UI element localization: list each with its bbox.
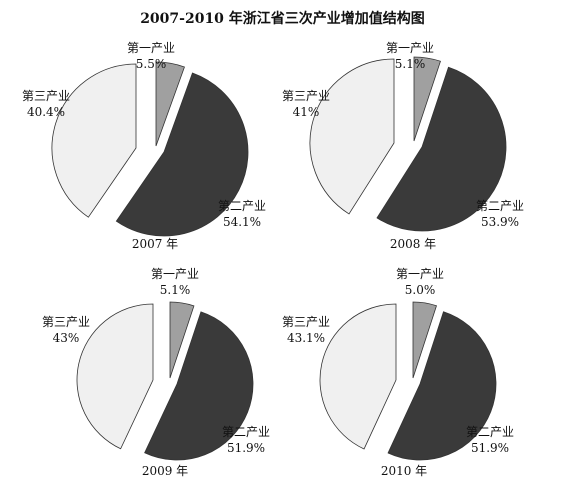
- slice-label: 第二产业: [476, 199, 524, 213]
- slice-label: 第二产业: [218, 199, 266, 213]
- year-caption: 2007 年: [132, 237, 178, 251]
- slice-secondary-industry: [115, 72, 249, 237]
- slice-value-label: 43.1%: [287, 331, 325, 345]
- pie-chart-1: 第一产业 5.5% 第二产业 54.1% 第三产业 40.4% 2007 年: [22, 41, 266, 251]
- slice-secondary-industry: [387, 311, 497, 461]
- slice-value-label: 40.4%: [27, 105, 65, 119]
- year-caption: 2010 年: [381, 464, 427, 478]
- slice-value-label: 43%: [53, 331, 80, 345]
- slice-label: 第一产业: [151, 267, 199, 281]
- slice-tertiary-industry: [319, 303, 397, 450]
- slice-value-label: 5.1%: [160, 283, 191, 297]
- slice-primary-industry: [155, 61, 185, 147]
- slice-label: 第一产业: [386, 41, 434, 55]
- slice-tertiary-industry: [51, 63, 137, 218]
- slice-label: 第一产业: [396, 267, 444, 281]
- pie-chart-4: 第一产业 5.0% 第二产业 51.9% 第三产业 43.1% 2010 年: [282, 267, 514, 478]
- year-caption: 2008 年: [390, 237, 436, 251]
- pie-chart-3: 第一产业 5.1% 第二产业 51.9% 第三产业 43% 2009 年: [42, 267, 270, 478]
- chart-title: 2007-2010 年浙江省三次产业增加值结构图: [140, 11, 425, 27]
- slice-label: 第三产业: [42, 315, 90, 329]
- slice-value-label: 5.5%: [136, 57, 167, 71]
- slice-value-label: 5.0%: [405, 283, 436, 297]
- year-caption: 2009 年: [142, 464, 188, 478]
- slice-value-label: 53.9%: [481, 215, 519, 229]
- slice-value-label: 51.9%: [227, 441, 265, 455]
- slice-primary-industry: [412, 301, 437, 379]
- slice-value-label: 54.1%: [223, 215, 261, 229]
- slice-label: 第二产业: [466, 425, 514, 439]
- pie-chart-2: 第一产业 5.1% 第二产业 53.9% 第三产业 41% 2008 年: [282, 41, 524, 251]
- slice-tertiary-industry: [309, 58, 395, 215]
- slice-label: 第二产业: [222, 425, 270, 439]
- slice-value-label: 5.1%: [395, 57, 426, 71]
- slice-label: 第三产业: [22, 89, 70, 103]
- slice-value-label: 51.9%: [471, 441, 509, 455]
- slice-label: 第一产业: [127, 41, 175, 55]
- slice-label: 第三产业: [282, 315, 330, 329]
- slice-primary-industry: [413, 56, 441, 142]
- slice-value-label: 41%: [293, 105, 320, 119]
- slice-primary-industry: [169, 301, 195, 379]
- slice-label: 第三产业: [282, 89, 330, 103]
- slice-tertiary-industry: [76, 303, 154, 450]
- slice-secondary-industry: [144, 311, 254, 461]
- slice-secondary-industry: [376, 66, 507, 232]
